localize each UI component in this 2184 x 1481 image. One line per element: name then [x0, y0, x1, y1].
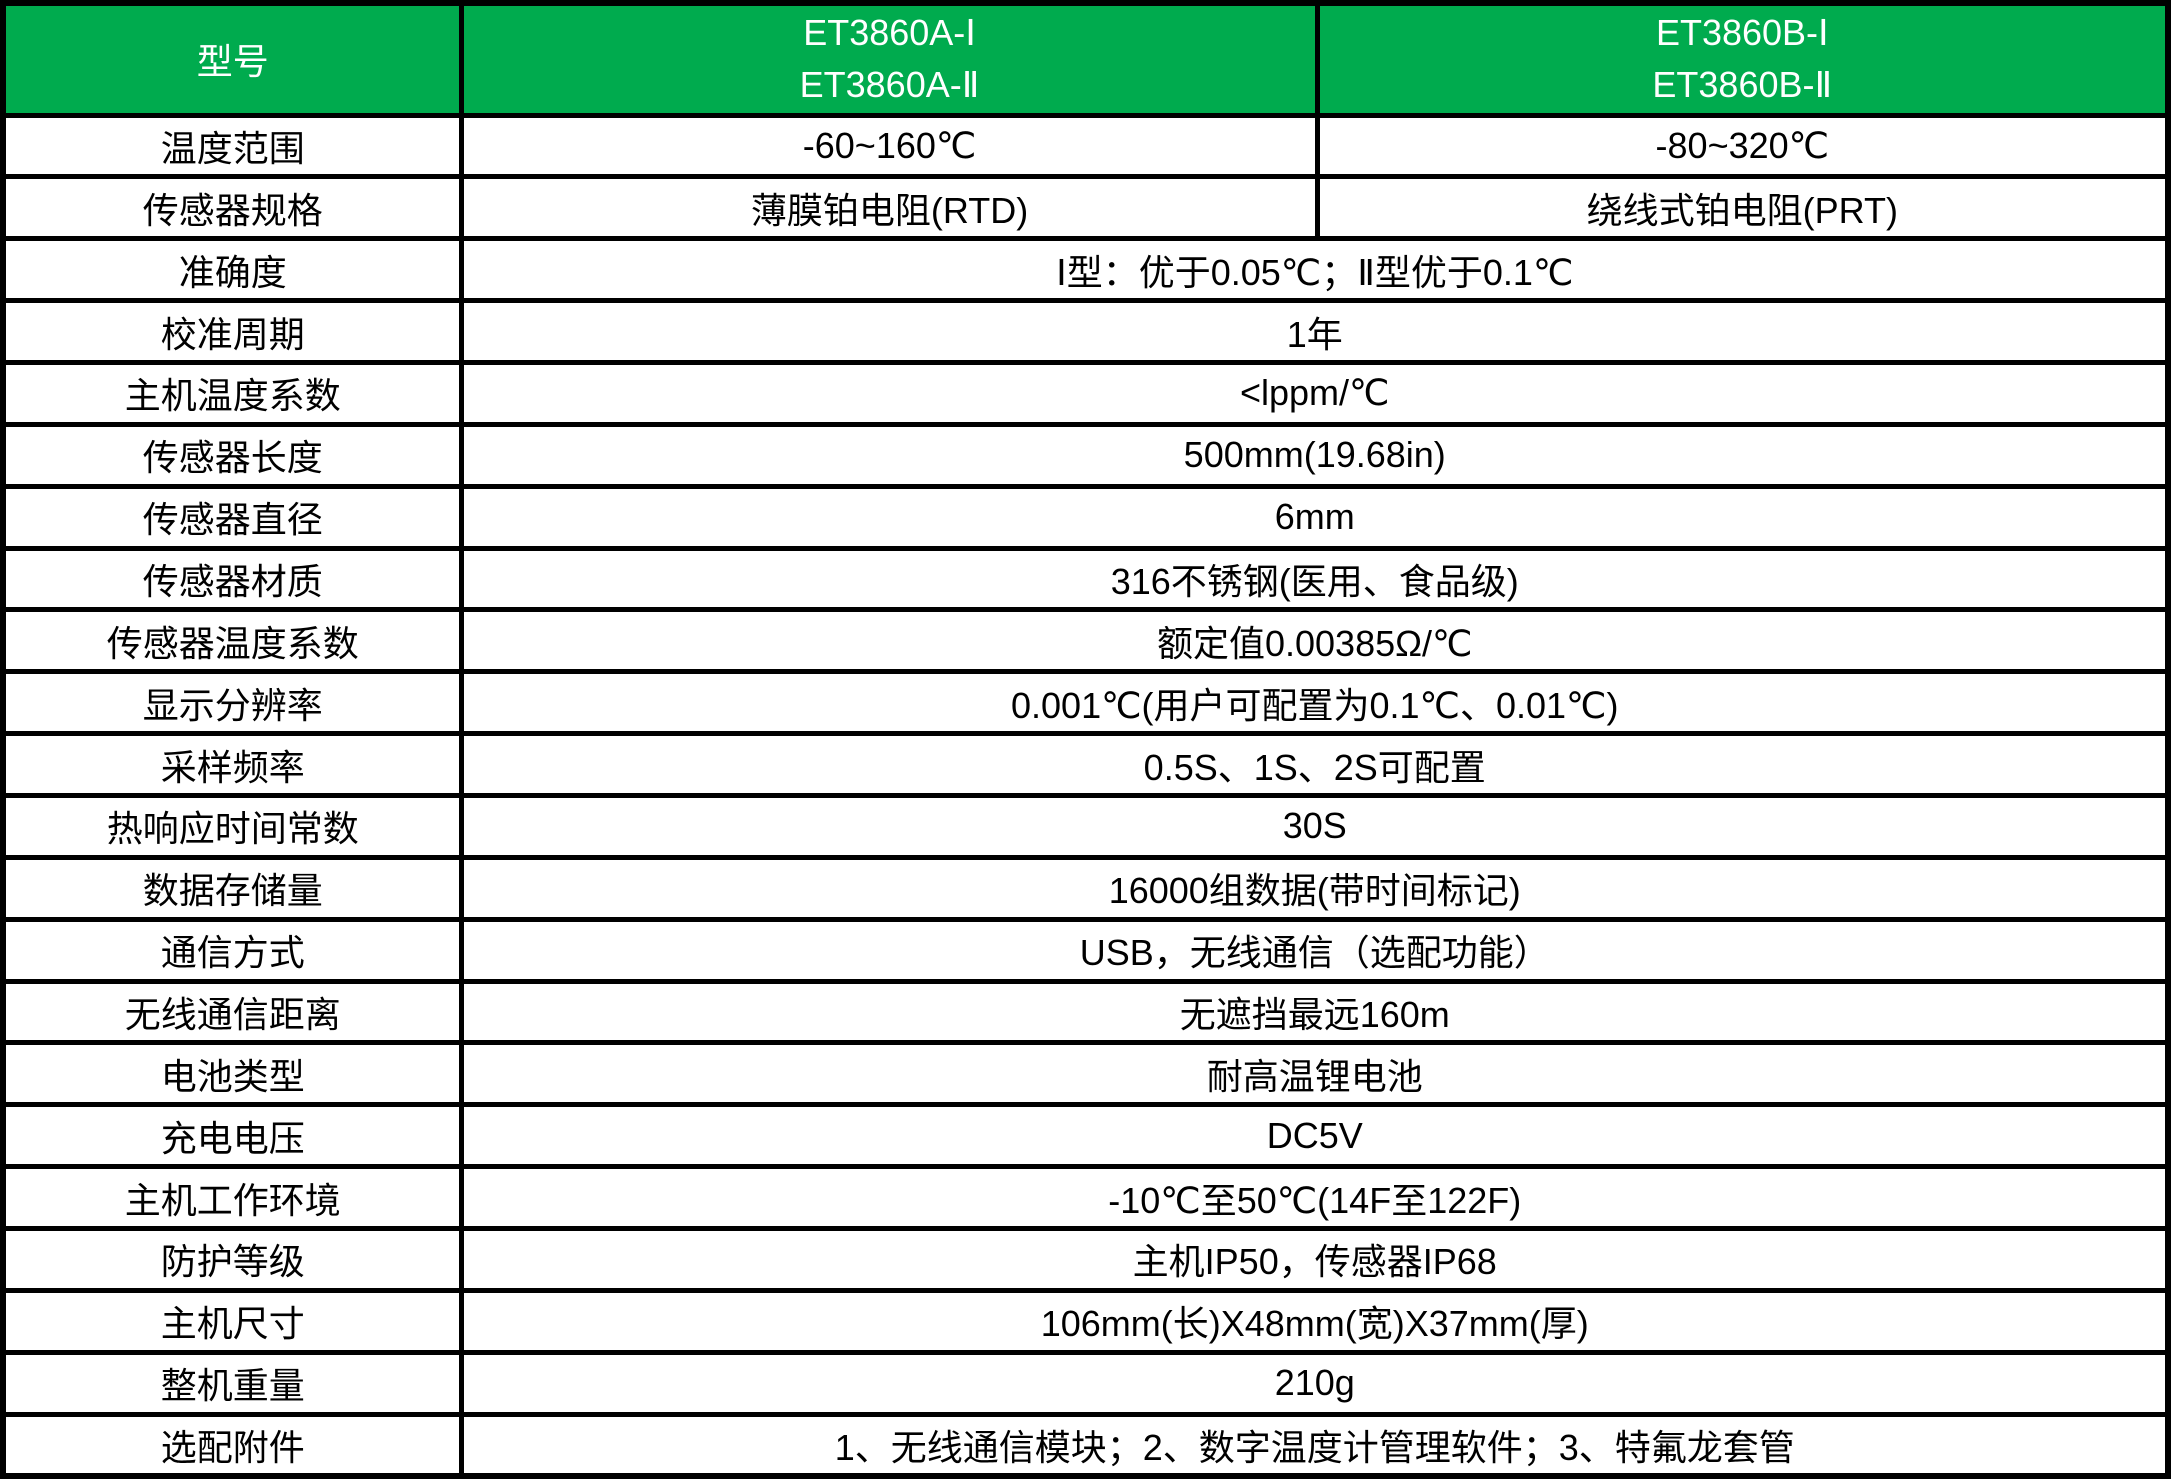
row-value: 无遮挡最远160m	[459, 978, 2171, 1046]
table-row-optional-accessories: 选配附件 1、无线通信模块；2、数字温度计管理软件；3、特氟龙套管	[0, 1411, 2171, 1479]
row-label: 防护等级	[0, 1225, 465, 1293]
table-row-host-dimensions: 主机尺寸 106mm(长)X48mm(宽)X37mm(厚)	[0, 1287, 2171, 1355]
table-row-operating-env: 主机工作环境 -10℃至50℃(14F至122F)	[0, 1164, 2171, 1231]
row-label: 显示分辨率	[0, 669, 465, 737]
model-b-line-1: ET3860B-Ⅰ	[1655, 12, 1829, 54]
row-value: DC5V	[459, 1102, 2171, 1170]
row-label: 传感器温度系数	[0, 607, 465, 675]
row-label: 选配附件	[0, 1411, 465, 1479]
model-b-names: ET3860B-Ⅰ ET3860B-Ⅱ	[1326, 8, 2159, 110]
row-label: 无线通信距离	[0, 978, 465, 1046]
row-label: 传感器直径	[0, 483, 465, 551]
row-value: 1、无线通信模块；2、数字温度计管理软件；3、特氟龙套管	[459, 1411, 2171, 1479]
row-value: USB，无线通信（选配功能）	[459, 916, 2171, 984]
row-label: 传感器规格	[0, 174, 465, 242]
row-value-model-a: 薄膜铂电阻(RTD)	[459, 174, 1320, 242]
table-row-cal-period: 校准周期 1年	[0, 298, 2171, 365]
row-value: 106mm(长)X48mm(宽)X37mm(厚)	[459, 1287, 2171, 1355]
table-row-wireless-distance: 无线通信距离 无遮挡最远160m	[0, 978, 2171, 1046]
row-value: <lppm/℃	[459, 359, 2171, 427]
row-value-model-a: -60~160℃	[459, 112, 1320, 180]
table-row-battery-type: 电池类型 耐高温锂电池	[0, 1040, 2171, 1108]
table-row-host-temp-coeff: 主机温度系数 <lppm/℃	[0, 359, 2171, 427]
table-row-display-resolution: 显示分辨率 0.001℃(用户可配置为0.1℃、0.01℃)	[0, 669, 2171, 737]
row-label: 热响应时间常数	[0, 792, 465, 860]
table-row-sensor-temp-coeff: 传感器温度系数 额定值0.00385Ω/℃	[0, 607, 2171, 675]
row-value: -10℃至50℃(14F至122F)	[459, 1164, 2171, 1231]
table-row-sensor-spec: 传感器规格 薄膜铂电阻(RTD) 绕线式铂电阻(PRT)	[0, 174, 2171, 242]
table-row-accuracy: 准确度 Ⅰ型：优于0.05℃；Ⅱ型优于0.1℃	[0, 236, 2171, 304]
row-value: 1年	[459, 298, 2171, 365]
row-label: 数据存储量	[0, 854, 465, 922]
row-value-model-b: -80~320℃	[1314, 112, 2171, 180]
row-label: 传感器长度	[0, 421, 465, 489]
model-b-line-2: ET3860B-Ⅱ	[1652, 64, 1833, 106]
header-cell-model-a: ET3860A-Ⅰ ET3860A-Ⅱ	[459, 0, 1320, 118]
row-label: 主机温度系数	[0, 359, 465, 427]
row-label: 校准周期	[0, 298, 465, 365]
row-value: 30S	[459, 792, 2171, 860]
row-value-model-b: 绕线式铂电阻(PRT)	[1314, 174, 2171, 242]
table-row-total-weight: 整机重量 210g	[0, 1349, 2171, 1417]
row-value: 316不锈钢(医用、食品级)	[459, 545, 2171, 613]
table-row-communication: 通信方式 USB，无线通信（选配功能）	[0, 916, 2171, 984]
row-label: 主机尺寸	[0, 1287, 465, 1355]
table-row-sensor-length: 传感器长度 500mm(19.68in)	[0, 421, 2171, 489]
row-value: 16000组数据(带时间标记)	[459, 854, 2171, 922]
table-row-sensor-material: 传感器材质 316不锈钢(医用、食品级)	[0, 545, 2171, 613]
header-cell-model: 型号	[0, 0, 465, 118]
header-row: 型号 ET3860A-Ⅰ ET3860A-Ⅱ ET3860B-Ⅰ ET3860B…	[0, 0, 2171, 118]
row-value: 主机IP50，传感器IP68	[459, 1225, 2171, 1293]
table-row-temp-range: 温度范围 -60~160℃ -80~320℃	[0, 112, 2171, 180]
model-a-line-2: ET3860A-Ⅱ	[799, 64, 980, 106]
table-row-protection-rating: 防护等级 主机IP50，传感器IP68	[0, 1225, 2171, 1293]
row-label: 准确度	[0, 236, 465, 304]
row-value: 耐高温锂电池	[459, 1040, 2171, 1108]
row-value: Ⅰ型：优于0.05℃；Ⅱ型优于0.1℃	[459, 236, 2171, 304]
row-label: 通信方式	[0, 916, 465, 984]
row-label: 充电电压	[0, 1102, 465, 1170]
row-label: 传感器材质	[0, 545, 465, 613]
table-row-charging-voltage: 充电电压 DC5V	[0, 1102, 2171, 1170]
table-row-sensor-diameter: 传感器直径 6mm	[0, 483, 2171, 551]
model-a-names: ET3860A-Ⅰ ET3860A-Ⅱ	[470, 8, 1308, 110]
row-value: 0.5S、1S、2S可配置	[459, 731, 2171, 798]
header-cell-model-b: ET3860B-Ⅰ ET3860B-Ⅱ	[1314, 0, 2171, 118]
row-label: 电池类型	[0, 1040, 465, 1108]
table-row-data-storage: 数据存储量 16000组数据(带时间标记)	[0, 854, 2171, 922]
row-value: 额定值0.00385Ω/℃	[459, 607, 2171, 675]
table-row-sampling-rate: 采样频率 0.5S、1S、2S可配置	[0, 731, 2171, 798]
row-label: 采样频率	[0, 731, 465, 798]
row-value: 0.001℃(用户可配置为0.1℃、0.01℃)	[459, 669, 2171, 737]
row-label: 主机工作环境	[0, 1164, 465, 1231]
row-value: 500mm(19.68in)	[459, 421, 2171, 489]
row-value: 210g	[459, 1349, 2171, 1417]
table-row-thermal-response: 热响应时间常数 30S	[0, 792, 2171, 860]
row-value: 6mm	[459, 483, 2171, 551]
model-a-line-1: ET3860A-Ⅰ	[803, 12, 976, 54]
row-label: 温度范围	[0, 112, 465, 180]
row-label: 整机重量	[0, 1349, 465, 1417]
